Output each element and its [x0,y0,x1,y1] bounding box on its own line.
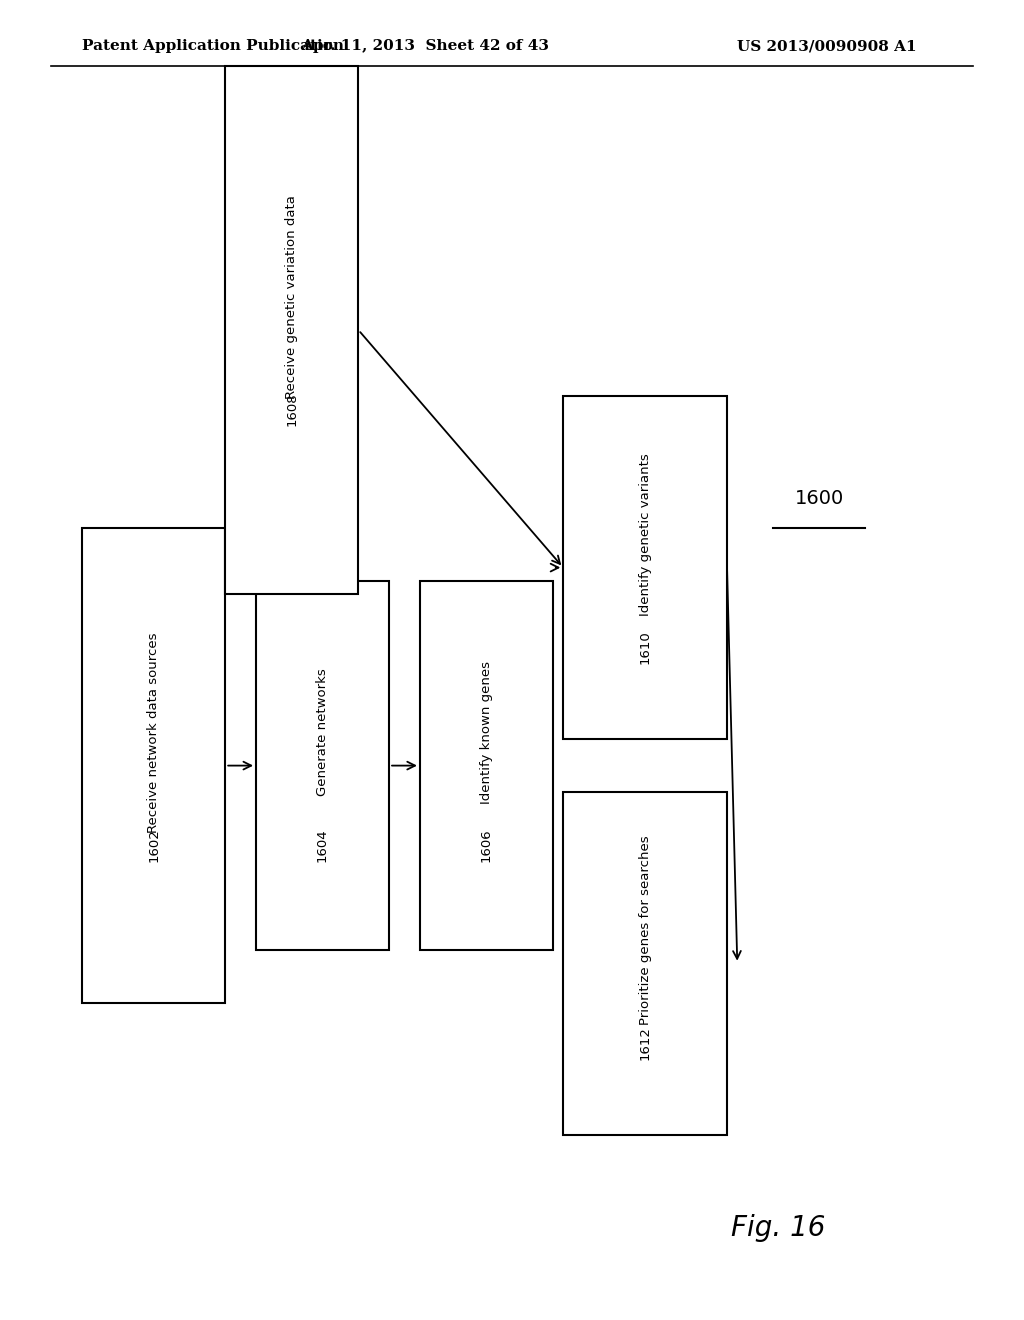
Bar [256,581,389,950]
Text: 1604: 1604 [316,828,329,862]
Text: Identify genetic variants: Identify genetic variants [639,453,651,616]
Text: Prioritize genes for searches: Prioritize genes for searches [639,836,651,1026]
Text: 1602: 1602 [147,828,160,862]
Text: 1608: 1608 [286,392,298,426]
Bar [420,581,553,950]
Text: US 2013/0090908 A1: US 2013/0090908 A1 [737,40,916,53]
Text: 1610: 1610 [639,630,651,664]
Text: Apr. 11, 2013  Sheet 42 of 43: Apr. 11, 2013 Sheet 42 of 43 [301,40,549,53]
Bar [225,66,358,594]
Text: 1612: 1612 [639,1026,651,1060]
Text: Generate networks: Generate networks [316,669,329,796]
Text: Identify known genes: Identify known genes [480,661,493,804]
Text: Receive network data sources: Receive network data sources [147,632,160,833]
Bar [82,528,225,1003]
Text: Fig. 16: Fig. 16 [731,1213,825,1242]
Bar [563,792,727,1135]
Bar [563,396,727,739]
Text: 1600: 1600 [795,490,844,508]
Text: Patent Application Publication: Patent Application Publication [82,40,344,53]
Text: 1606: 1606 [480,828,493,862]
Text: Receive genetic variation data: Receive genetic variation data [286,195,298,399]
